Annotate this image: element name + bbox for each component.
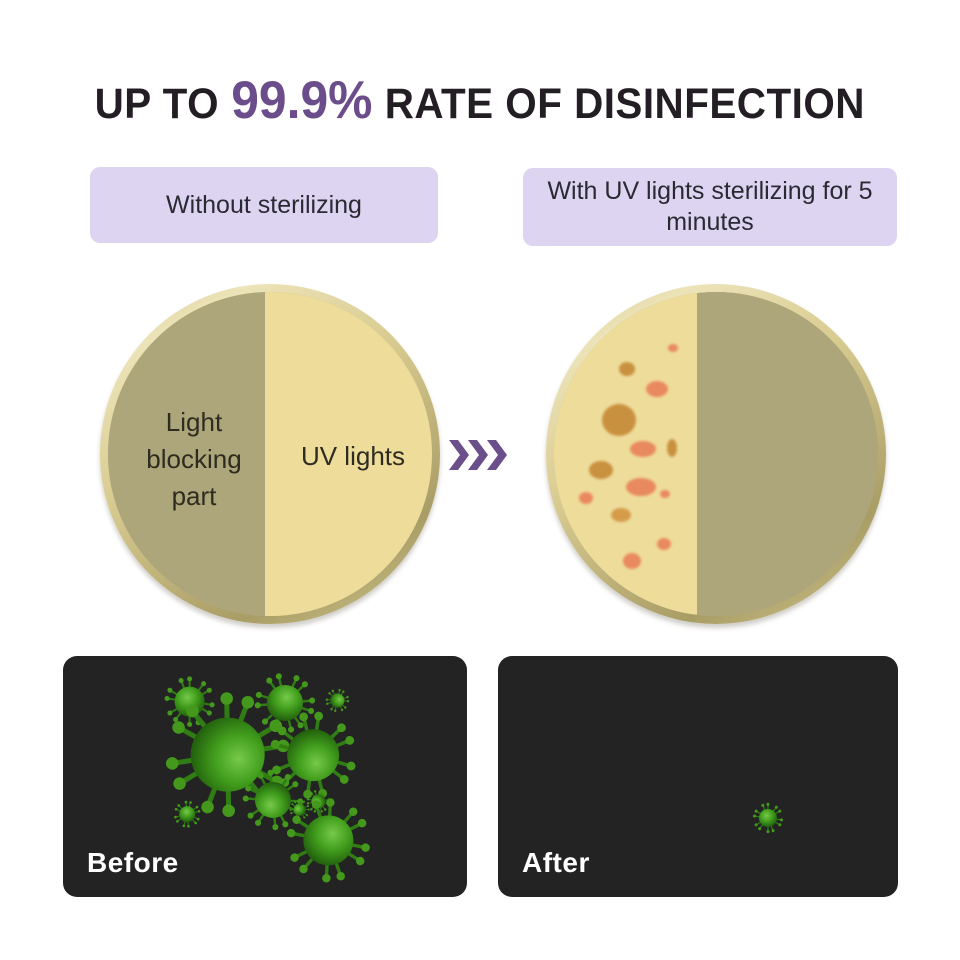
after-label: After bbox=[522, 847, 590, 878]
light-blocking-region bbox=[108, 292, 266, 616]
colony-layer bbox=[554, 292, 878, 616]
virus-icon bbox=[324, 687, 350, 713]
page-title: UP TO 99.9% RATE OF DISINFECTION bbox=[0, 70, 960, 131]
petri-dish-before-agar: Light blocking part UV lights bbox=[108, 292, 432, 616]
before-label: Before bbox=[87, 847, 179, 878]
triple-chevron-right-icon bbox=[449, 439, 509, 471]
light-blocking-label: Light blocking part bbox=[146, 407, 242, 511]
title-prefix: UP TO bbox=[94, 80, 220, 128]
bacteria-colony bbox=[602, 404, 636, 436]
bacteria-colony bbox=[611, 508, 631, 522]
label-without-sterilizing: Without sterilizing bbox=[90, 167, 438, 243]
bacteria-colony bbox=[626, 478, 656, 496]
bacteria-colony bbox=[667, 439, 677, 457]
title-percentage: 99.9% bbox=[231, 71, 373, 130]
petri-dish-after-agar bbox=[554, 292, 878, 616]
before-panel: Before bbox=[63, 656, 467, 897]
sterilized-region bbox=[697, 292, 878, 616]
after-panel: After bbox=[498, 656, 898, 897]
label-with-uv-sterilizing: With UV lights sterilizing for 5 minutes bbox=[523, 168, 897, 246]
pill-right-text: With UV lights sterilizing for 5 minutes bbox=[547, 177, 873, 236]
title-suffix: RATE OF DISINFECTION bbox=[384, 80, 866, 128]
petri-dish-after bbox=[546, 284, 886, 624]
bacteria-colony bbox=[646, 381, 668, 397]
petri-dish-before: Light blocking part UV lights bbox=[100, 284, 440, 624]
bacteria-colony bbox=[668, 344, 678, 352]
virus-icon bbox=[752, 802, 784, 834]
bacteria-colony bbox=[623, 553, 641, 569]
bacteria-colony bbox=[657, 538, 671, 550]
uv-lights-label: UV lights bbox=[300, 441, 406, 471]
uv-light-region bbox=[265, 292, 432, 616]
pill-left-text: Without sterilizing bbox=[166, 190, 362, 219]
bacteria-colony bbox=[619, 362, 635, 376]
bacteria-colony bbox=[589, 461, 613, 479]
bacteria-colony bbox=[579, 492, 593, 504]
bacteria-colony bbox=[630, 441, 656, 457]
bacteria-colony bbox=[660, 490, 670, 498]
